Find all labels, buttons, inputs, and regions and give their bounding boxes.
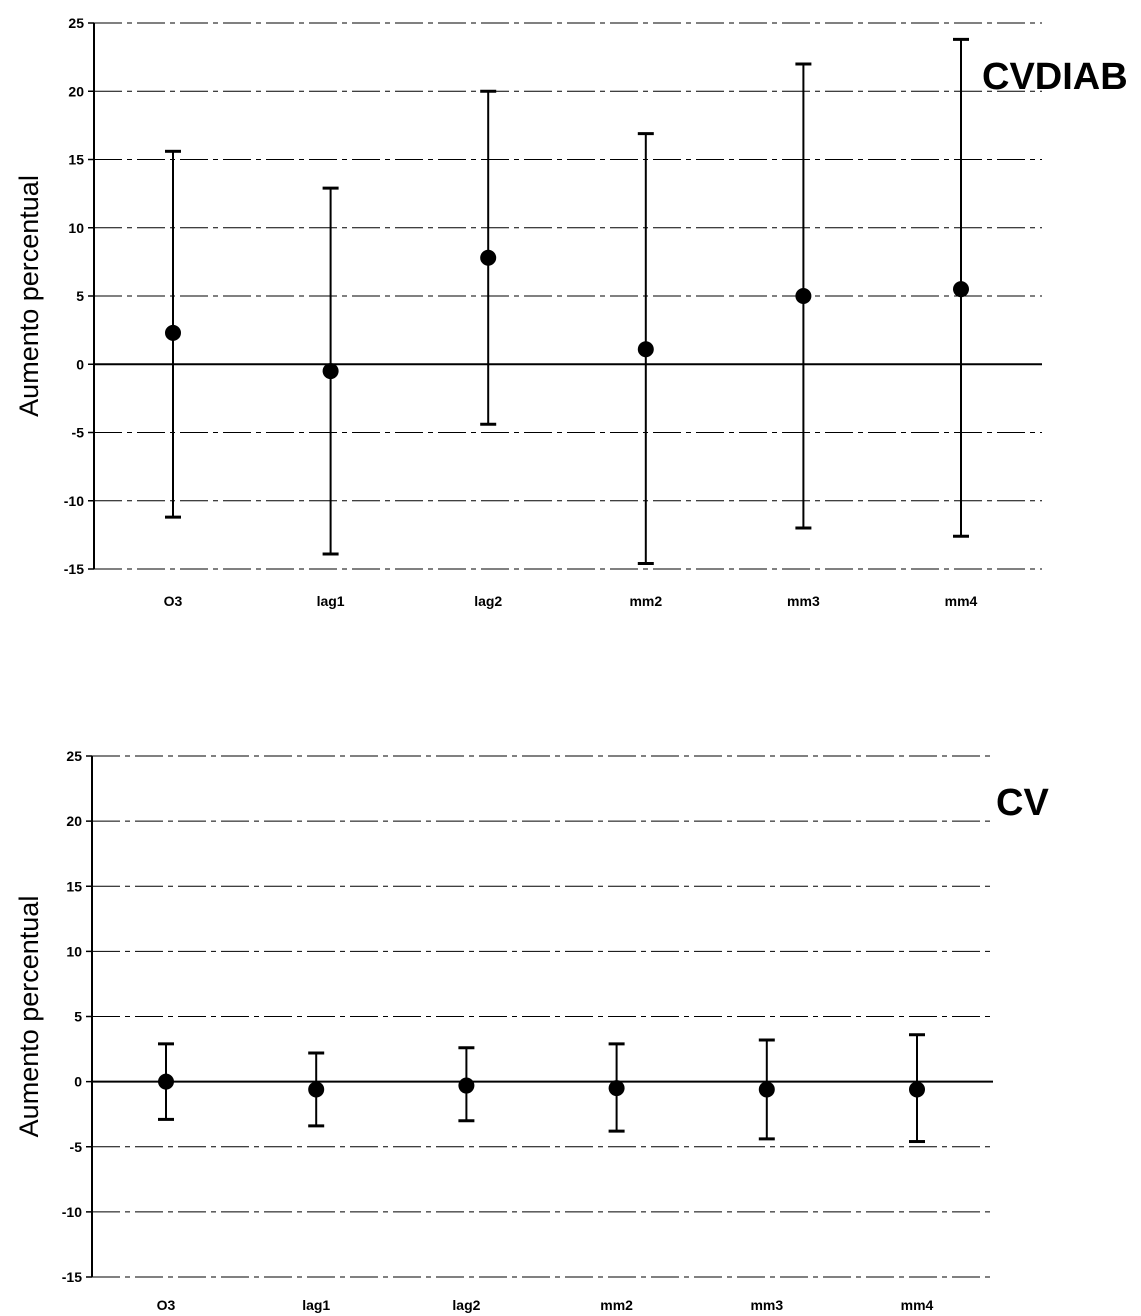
y-tick-label: 15 (68, 152, 84, 168)
chart-title: CV (996, 782, 1049, 824)
y-tick-label: 5 (76, 288, 84, 304)
y-tick-label: -10 (62, 1204, 82, 1220)
x-tick-label: O3 (157, 1297, 176, 1313)
y-tick-label: -10 (64, 493, 84, 509)
data-point (953, 281, 969, 298)
chart-title: CVDIAB (982, 56, 1128, 98)
data-point (480, 249, 497, 266)
y-tick-label: -5 (72, 425, 85, 441)
data-point (758, 1081, 775, 1098)
y-tick-label: -15 (62, 1269, 82, 1285)
x-tick-label: mm4 (945, 593, 978, 609)
x-tick-label: lag1 (302, 1297, 330, 1313)
data-point (909, 1081, 925, 1098)
data-point (795, 288, 812, 304)
y-tick-label: 5 (74, 1009, 82, 1025)
x-tick-label: mm3 (750, 1297, 783, 1313)
y-tick-label: 25 (66, 748, 82, 764)
data-point (322, 363, 339, 380)
data-point (308, 1081, 325, 1098)
x-tick-label: O3 (164, 593, 183, 609)
y-tick-label: -5 (70, 1139, 83, 1155)
x-tick-label: mm2 (629, 593, 662, 609)
y-tick-label: -15 (64, 561, 84, 577)
y-axis-label: Aumento percentual (14, 175, 44, 417)
chart-cv: 25 20 15 10 5 0 -5 -10 -15 O3 lag1 lag2 mm2 mm3 mm4 Aum… (14, 748, 1049, 1313)
y-tick-label: 0 (74, 1074, 82, 1090)
chart-cvdiab: 25 20 15 10 5 0 -5 -10 -15 O3 lag1 lag2 mm2 mm3 mm4 Aum… (14, 15, 1128, 609)
y-tick-label: 10 (68, 220, 84, 236)
y-tick-label: 10 (66, 943, 82, 959)
x-tick-label: lag2 (474, 593, 502, 609)
y-tick-label: 15 (66, 878, 82, 894)
x-tick-label: lag1 (317, 593, 345, 609)
x-tick-label: mm4 (901, 1297, 934, 1313)
y-tick-label: 20 (66, 813, 82, 829)
y-axis-label: Aumento percentual (14, 896, 44, 1138)
x-tick-label: lag2 (452, 1297, 480, 1313)
data-point (158, 1073, 174, 1090)
y-tick-label: 20 (68, 83, 84, 99)
data-point (637, 341, 654, 358)
data-point (458, 1077, 475, 1094)
data-point (165, 324, 181, 341)
x-tick-label: mm3 (787, 593, 820, 609)
y-tick-label: 0 (76, 356, 84, 372)
data-point (608, 1080, 625, 1097)
y-tick-label: 25 (68, 15, 84, 31)
x-tick-label: mm2 (600, 1297, 633, 1313)
